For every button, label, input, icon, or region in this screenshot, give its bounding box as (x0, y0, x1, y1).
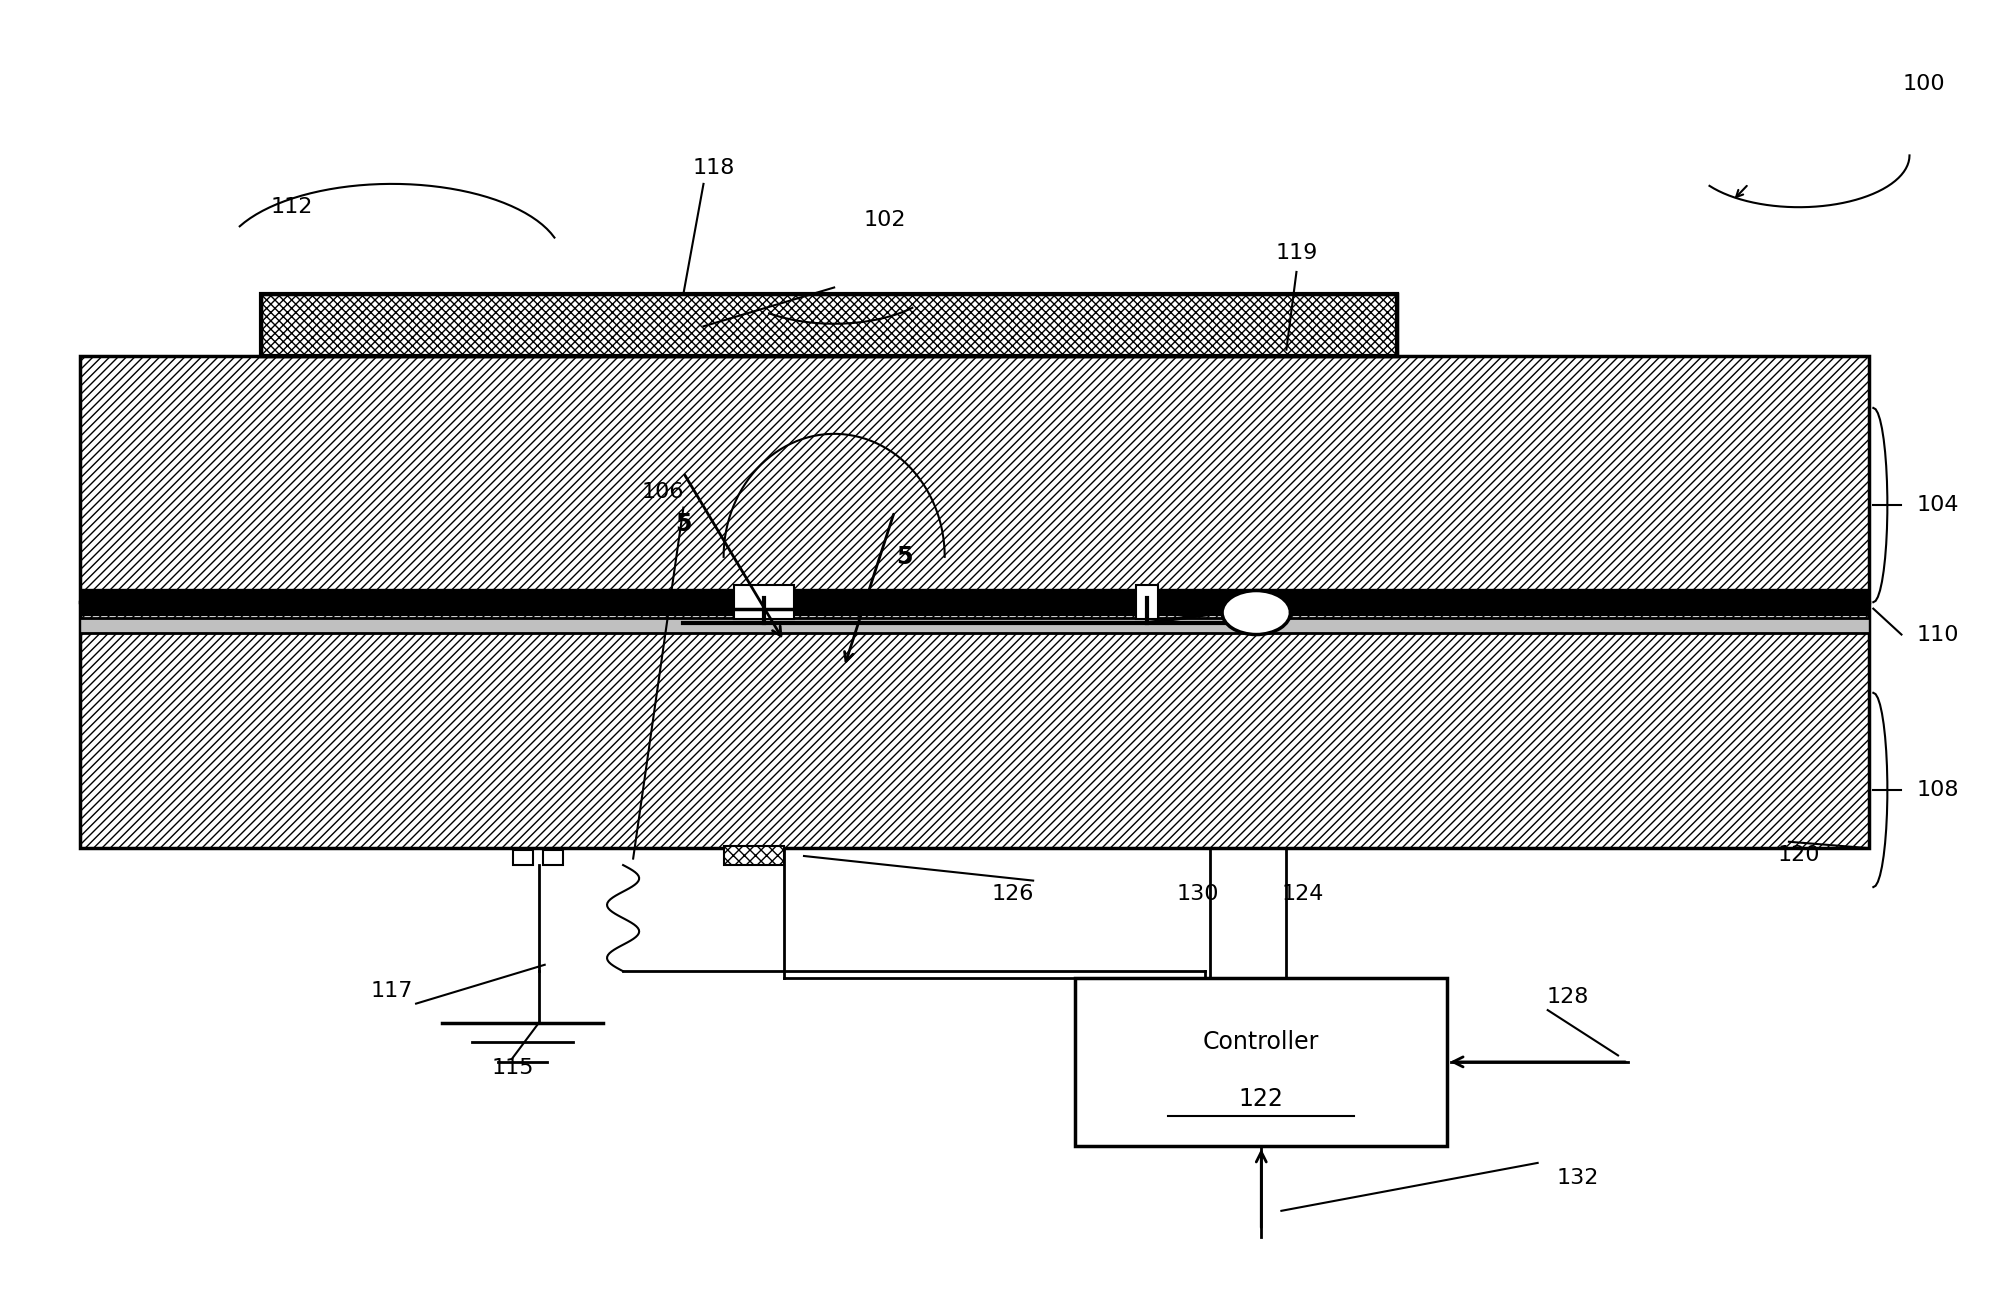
Bar (80, 356, 1869, 602)
Bar (513, 850, 533, 865)
Bar (80, 602, 1869, 848)
Bar (1075, 978, 1447, 1146)
Circle shape (1222, 591, 1290, 635)
Text: 110: 110 (1916, 624, 1960, 645)
Text: 112: 112 (269, 197, 314, 218)
Bar (734, 585, 794, 619)
Bar (1136, 585, 1158, 619)
Bar (543, 850, 563, 865)
Text: Controller: Controller (1204, 1030, 1319, 1054)
Text: 128: 128 (1546, 987, 1590, 1008)
Text: 108: 108 (1916, 780, 1960, 800)
Text: 102: 102 (862, 210, 907, 231)
Text: 117: 117 (370, 980, 414, 1001)
Text: 120: 120 (1777, 844, 1821, 865)
Bar (80, 618, 1869, 633)
Text: 115: 115 (490, 1058, 535, 1079)
Text: 106: 106 (641, 482, 685, 502)
Text: 118: 118 (691, 158, 736, 179)
Text: 104: 104 (1916, 495, 1960, 515)
Bar (261, 294, 1397, 356)
Text: 122: 122 (1238, 1087, 1284, 1111)
Text: 100: 100 (1901, 74, 1946, 95)
Bar (261, 294, 1397, 356)
Text: 124: 124 (1280, 883, 1325, 904)
Bar (80, 589, 1869, 615)
Text: 126: 126 (991, 883, 1035, 904)
Text: 119: 119 (1274, 242, 1319, 263)
Text: 132: 132 (1556, 1168, 1600, 1189)
Bar (724, 846, 784, 865)
Text: 130: 130 (1176, 883, 1220, 904)
Text: 5: 5 (896, 545, 913, 569)
Text: 5: 5 (675, 513, 691, 536)
